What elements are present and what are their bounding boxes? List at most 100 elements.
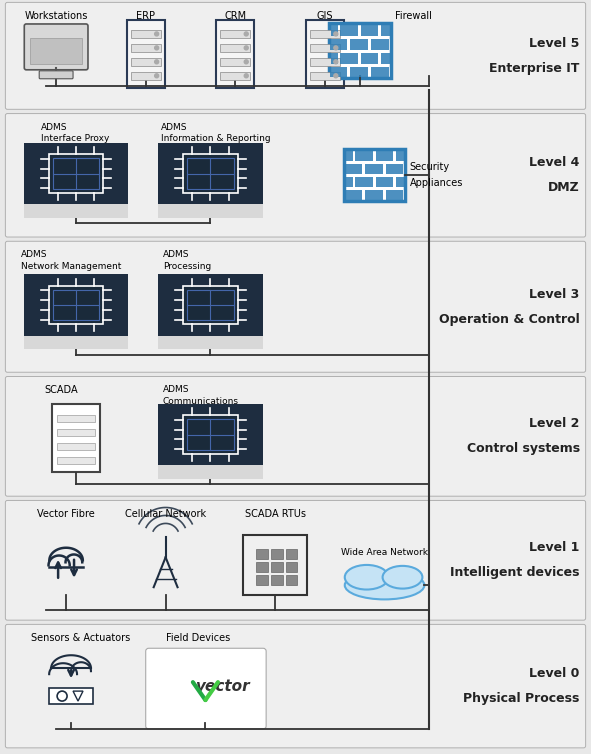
FancyBboxPatch shape	[24, 24, 88, 70]
Circle shape	[155, 74, 158, 78]
FancyBboxPatch shape	[371, 66, 388, 77]
Bar	[187, 290, 233, 320]
FancyBboxPatch shape	[5, 501, 586, 620]
Bar	[220, 30, 250, 38]
Bar	[131, 44, 161, 52]
FancyBboxPatch shape	[39, 71, 73, 78]
Bar	[158, 404, 262, 479]
FancyBboxPatch shape	[350, 66, 368, 77]
Text: CRM: CRM	[224, 11, 246, 21]
Text: Intelligent devices: Intelligent devices	[450, 566, 580, 579]
FancyBboxPatch shape	[345, 190, 362, 201]
Circle shape	[244, 60, 248, 64]
Bar	[220, 72, 250, 80]
FancyBboxPatch shape	[386, 190, 404, 201]
Circle shape	[244, 74, 248, 78]
Bar	[52, 404, 100, 472]
Bar	[24, 274, 128, 349]
FancyBboxPatch shape	[355, 177, 373, 187]
FancyBboxPatch shape	[381, 53, 391, 63]
Bar	[256, 575, 268, 584]
Bar	[24, 336, 128, 349]
Text: Level 1: Level 1	[530, 541, 580, 554]
Bar	[243, 535, 307, 595]
Text: SCADA RTUs: SCADA RTUs	[245, 510, 306, 520]
Bar	[329, 23, 391, 78]
Text: Level 5: Level 5	[530, 37, 580, 50]
Circle shape	[334, 46, 338, 50]
Text: Level 3: Level 3	[530, 288, 580, 301]
Text: ADMS: ADMS	[163, 250, 189, 259]
Bar	[158, 465, 262, 479]
FancyBboxPatch shape	[330, 39, 348, 50]
Text: Vector Fibre: Vector Fibre	[37, 510, 95, 520]
Text: Interface Proxy: Interface Proxy	[41, 134, 109, 143]
Text: Control systems: Control systems	[466, 443, 580, 455]
Text: SCADA: SCADA	[44, 385, 78, 395]
Bar	[285, 575, 297, 584]
FancyBboxPatch shape	[355, 152, 373, 161]
Bar	[310, 44, 340, 52]
Text: Security: Security	[410, 162, 450, 173]
Circle shape	[155, 32, 158, 36]
Bar	[183, 415, 238, 454]
Circle shape	[244, 32, 248, 36]
Text: vector: vector	[195, 679, 249, 694]
Bar	[310, 72, 340, 80]
FancyBboxPatch shape	[361, 26, 378, 36]
FancyBboxPatch shape	[381, 26, 391, 36]
Ellipse shape	[382, 566, 423, 589]
Bar	[271, 562, 282, 572]
Bar	[310, 30, 340, 38]
Text: ADMS: ADMS	[161, 123, 187, 131]
Circle shape	[334, 74, 338, 78]
Text: GIS: GIS	[317, 11, 333, 21]
Text: ERP: ERP	[136, 11, 155, 21]
Bar	[187, 158, 233, 189]
Bar	[57, 429, 95, 437]
FancyBboxPatch shape	[346, 152, 353, 161]
Bar	[271, 575, 282, 584]
Bar	[131, 58, 161, 66]
Text: Level 0: Level 0	[530, 667, 580, 680]
Bar	[24, 143, 128, 218]
FancyBboxPatch shape	[396, 177, 405, 187]
Circle shape	[155, 46, 158, 50]
Bar	[49, 688, 93, 704]
Bar	[256, 562, 268, 572]
Bar	[53, 158, 99, 189]
FancyBboxPatch shape	[340, 53, 358, 63]
Bar	[306, 20, 344, 87]
FancyBboxPatch shape	[5, 376, 586, 496]
Bar	[220, 58, 250, 66]
Bar	[57, 443, 95, 450]
Circle shape	[244, 46, 248, 50]
Bar	[53, 290, 99, 320]
Bar	[131, 72, 161, 80]
Ellipse shape	[345, 565, 388, 590]
Bar	[344, 149, 405, 201]
Bar	[49, 154, 103, 193]
Bar	[127, 20, 165, 87]
Text: DMZ: DMZ	[548, 181, 580, 195]
Bar	[49, 286, 103, 324]
FancyBboxPatch shape	[5, 2, 586, 109]
Text: Appliances: Appliances	[410, 178, 463, 188]
Bar	[158, 143, 262, 218]
Text: Sensors & Actuators: Sensors & Actuators	[31, 633, 131, 643]
FancyBboxPatch shape	[345, 164, 362, 174]
Text: Cellular Network: Cellular Network	[125, 510, 206, 520]
Text: Enterprise IT: Enterprise IT	[489, 62, 580, 75]
Bar	[30, 38, 82, 64]
Bar	[57, 415, 95, 422]
Bar	[24, 204, 128, 218]
FancyBboxPatch shape	[330, 66, 348, 77]
FancyBboxPatch shape	[350, 39, 368, 50]
FancyBboxPatch shape	[371, 39, 388, 50]
Bar	[187, 419, 233, 450]
Bar	[158, 274, 262, 349]
FancyBboxPatch shape	[376, 152, 393, 161]
Bar	[220, 44, 250, 52]
FancyBboxPatch shape	[340, 26, 358, 36]
FancyBboxPatch shape	[146, 648, 266, 729]
